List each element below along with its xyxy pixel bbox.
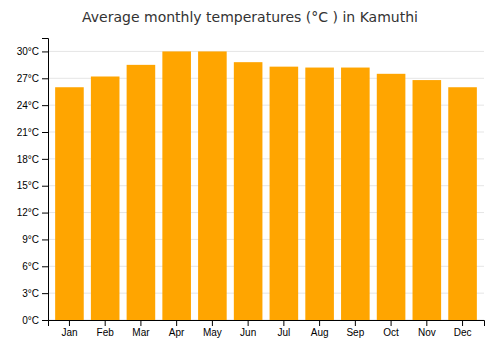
- x-tick-label: Jul: [277, 327, 290, 338]
- x-tick: Sep: [346, 320, 364, 338]
- y-tick-label: 12°C: [17, 207, 39, 218]
- bar: [448, 87, 477, 320]
- y-tick-label: 24°C: [17, 100, 39, 111]
- x-tick: May: [203, 320, 222, 338]
- bar: [377, 74, 406, 320]
- y-tick-label: 9°C: [22, 234, 39, 245]
- y-tick-mark: [42, 105, 48, 106]
- bars: [55, 51, 477, 320]
- x-tick-mark: [212, 320, 213, 326]
- bar: [413, 80, 442, 320]
- x-tick-mark: [283, 320, 284, 326]
- x-tick-label: Nov: [418, 327, 436, 338]
- x-tick-label: Sep: [346, 327, 364, 338]
- x-tick: Mar: [132, 320, 150, 338]
- x-tick-label: Jan: [61, 327, 77, 338]
- x-tick-label: Mar: [132, 327, 150, 338]
- x-tick-label: Apr: [169, 327, 185, 338]
- y-tick: 0°C: [22, 315, 48, 326]
- y-tick: 21°C: [17, 127, 48, 138]
- x-tick: Jun: [240, 320, 256, 338]
- y-tick-mark: [42, 78, 48, 79]
- x-tick: Jul: [277, 320, 290, 338]
- y-tick: 24°C: [17, 100, 48, 111]
- y-tick: 9°C: [22, 234, 48, 245]
- grid-line: [48, 51, 484, 52]
- bar: [234, 62, 263, 320]
- y-tick-mark: [42, 132, 48, 133]
- x-tick-mark: [140, 320, 141, 326]
- x-tick-mark: [355, 320, 356, 326]
- x-tick: Nov: [418, 320, 436, 338]
- y-tick-mark: [42, 51, 48, 52]
- x-axis-line: [49, 321, 485, 327]
- x-tick-mark: [426, 320, 427, 326]
- x-tick-label: May: [203, 327, 222, 338]
- x-tick-label: Aug: [311, 327, 329, 338]
- y-tick: 30°C: [17, 46, 48, 57]
- y-tick: 12°C: [17, 207, 48, 218]
- x-tick-mark: [105, 320, 106, 326]
- y-tick: 6°C: [22, 261, 48, 272]
- x-tick-mark: [176, 320, 177, 326]
- grid: [48, 51, 484, 320]
- plot: 0°C 3°C 6°C 9°C 12°C 15°C 18°C 21°C 24°C 27°C 30°C…: [17, 39, 485, 339]
- bar: [270, 67, 299, 320]
- bar: [127, 65, 156, 320]
- y-tick-label: 6°C: [22, 261, 39, 272]
- y-tick-label: 21°C: [17, 127, 39, 138]
- chart: Average monthly temperatures (°C ) in Ka…: [0, 0, 500, 350]
- x-tick: Dec: [454, 320, 472, 338]
- x-tick: Jan: [61, 320, 77, 338]
- x-tick: Feb: [97, 320, 115, 338]
- y-tick-label: 27°C: [17, 73, 39, 84]
- bar: [341, 68, 370, 320]
- y-tick-label: 0°C: [22, 315, 39, 326]
- y-tick: 15°C: [17, 180, 48, 191]
- y-tick: 27°C: [17, 73, 48, 84]
- x-tick-mark: [319, 320, 320, 326]
- y-tick: 18°C: [17, 154, 48, 165]
- y-axis: 0°C 3°C 6°C 9°C 12°C 15°C 18°C 21°C 24°C 27°C 30°C: [17, 39, 49, 326]
- y-tick-label: 18°C: [17, 154, 39, 165]
- x-axis: Jan Feb Mar Apr May Jun Jul Aug Sep Oct Nov Dec: [49, 320, 485, 338]
- y-tick-label: 30°C: [17, 46, 39, 57]
- x-tick: Oct: [383, 320, 399, 338]
- x-tick-mark: [391, 320, 392, 326]
- x-tick-mark: [248, 320, 249, 326]
- bar: [91, 76, 120, 320]
- y-axis-line: [42, 39, 49, 321]
- bar: [198, 51, 227, 320]
- x-tick-label: Feb: [97, 327, 115, 338]
- bar: [305, 68, 334, 320]
- x-tick-mark: [69, 320, 70, 326]
- y-tick-mark: [42, 213, 48, 214]
- y-tick-mark: [42, 159, 48, 160]
- title: Average monthly temperatures (°C ) in Ka…: [82, 9, 418, 25]
- x-tick: Apr: [169, 320, 185, 338]
- y-tick-mark: [42, 239, 48, 240]
- x-tick-mark: [462, 320, 463, 326]
- y-tick-label: 15°C: [17, 180, 39, 191]
- x-tick-label: Dec: [454, 327, 472, 338]
- bar: [162, 51, 191, 320]
- y-tick-label: 3°C: [22, 288, 39, 299]
- y-tick-mark: [42, 186, 48, 187]
- x-tick-label: Oct: [383, 327, 399, 338]
- x-tick-label: Jun: [240, 327, 256, 338]
- x-tick: Aug: [311, 320, 329, 338]
- bar: [55, 87, 84, 320]
- y-tick-mark: [42, 320, 48, 321]
- y-tick-mark: [42, 293, 48, 294]
- y-tick-mark: [42, 266, 48, 267]
- y-tick: 3°C: [22, 288, 48, 299]
